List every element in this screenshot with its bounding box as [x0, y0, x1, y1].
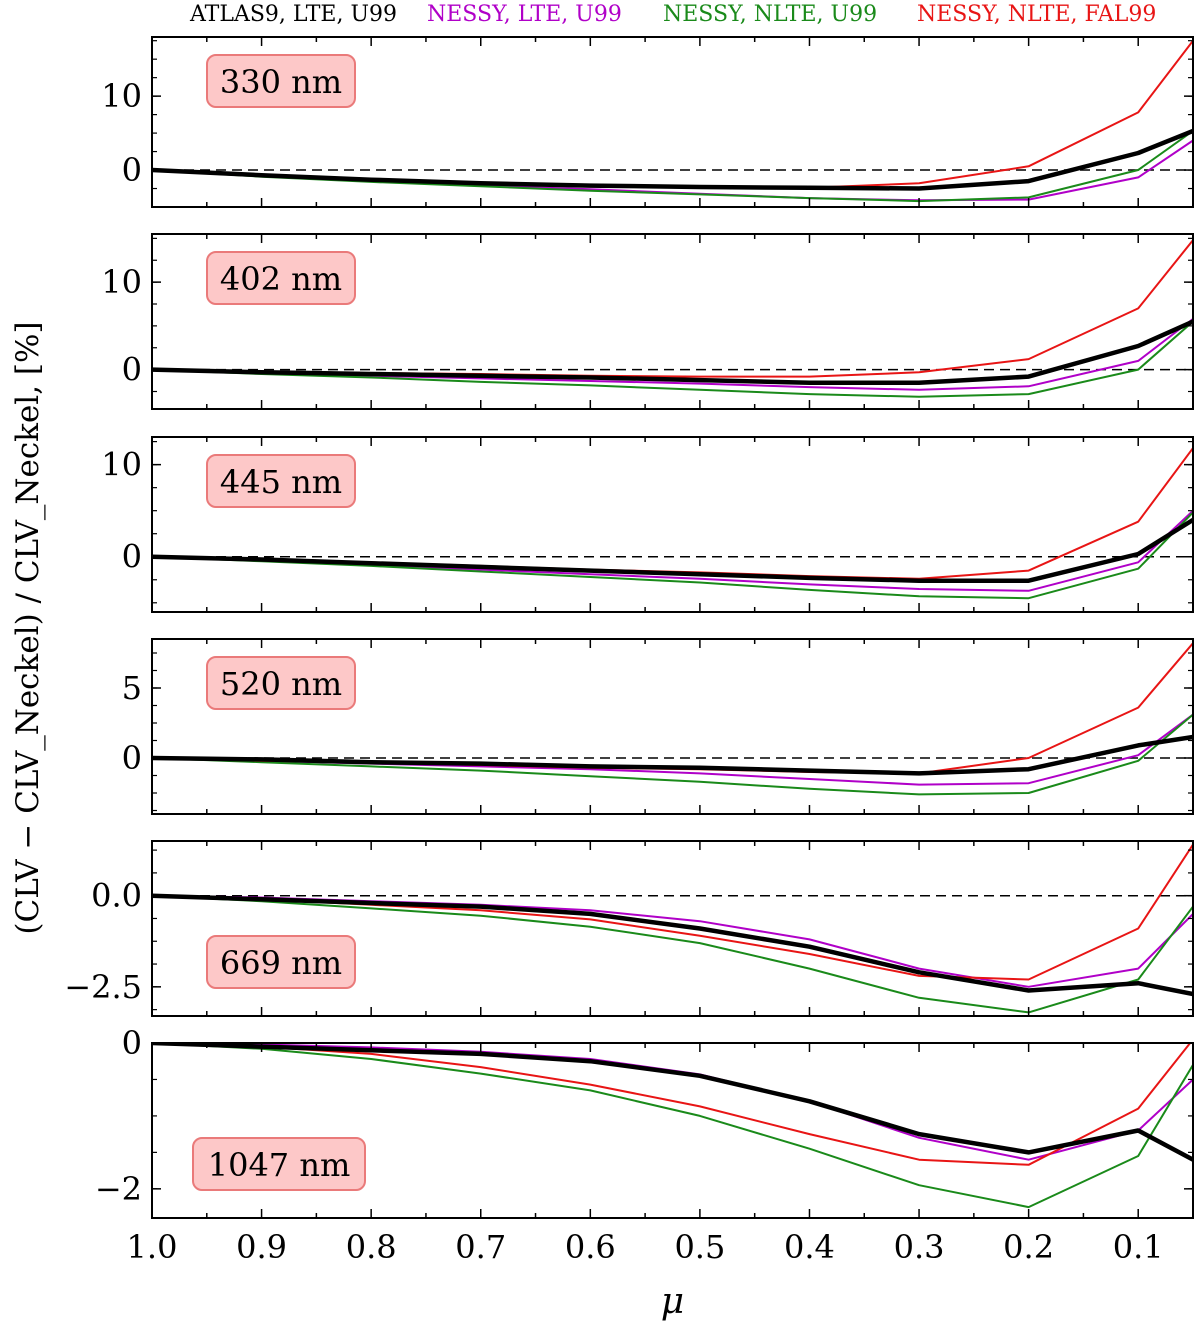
y-tick-label-panel-5: 0: [122, 1024, 142, 1062]
y-tick-label-panel-3: 0: [122, 739, 142, 777]
x-tick-label: 0.5: [674, 1228, 725, 1266]
panel-frame-4: [151, 840, 1194, 1017]
wavelength-label-panel-1: 402 nm: [220, 260, 342, 298]
x-tick-label: 0.7: [455, 1228, 506, 1266]
series-line-nessy-nlte-u99-panel-1: [152, 320, 1193, 398]
series-line-nessy-nlte-u99-panel-3: [152, 713, 1193, 796]
x-tick-label: 0.3: [894, 1228, 945, 1266]
series-line-atlas9-lte-u99-panel-0: [152, 128, 1193, 191]
x-tick-label: 1.0: [127, 1228, 178, 1266]
x-tick-label: 0.9: [236, 1228, 287, 1266]
y-tick-label-panel-0: 0: [122, 151, 142, 189]
wavelength-label-panel-4: 669 nm: [220, 944, 342, 982]
series-line-atlas9-lte-u99-panel-1: [152, 319, 1193, 386]
x-tick-label: 0.8: [346, 1228, 397, 1266]
y-tick-label-panel-5: −2: [95, 1170, 142, 1208]
series-line-atlas9-lte-u99-panel-5: [152, 1043, 1193, 1162]
y-tick-label-panel-2: 0: [122, 538, 142, 576]
wavelength-label-panel-2: 445 nm: [220, 463, 342, 501]
series-line-atlas9-lte-u99-panel-2: [152, 517, 1193, 583]
y-tick-label-panel-1: 0: [122, 351, 142, 389]
series-line-nessy-nlte-u99-panel-5: [152, 1043, 1193, 1209]
series-line-nessy-nlte-u99-panel-4: [152, 894, 1193, 1014]
x-tick-label: 0.4: [784, 1228, 835, 1266]
legend-entry-nessy-nlte-u99: NESSY, NLTE, U99: [663, 2, 878, 27]
wavelength-label-box-panel-2: [206, 454, 356, 508]
wavelength-label-panel-3: 520 nm: [220, 665, 342, 703]
y-tick-label-panel-0: 10: [101, 77, 142, 115]
y-tick-label-panel-4: −2.5: [64, 968, 142, 1006]
wavelength-label-box-panel-4: [206, 935, 356, 989]
x-tick-label: 0.2: [1003, 1228, 1054, 1266]
legend-entry-atlas9-lte-u99: ATLAS9, LTE, U99: [190, 2, 397, 27]
panel-frame-0: [151, 36, 1194, 208]
x-tick-label: 0.6: [565, 1228, 616, 1266]
y-tick-label-panel-1: 10: [101, 263, 142, 301]
wavelength-label-panel-5: 1047 nm: [208, 1146, 351, 1184]
y-tick-label-panel-4: 0.0: [91, 877, 142, 915]
series-line-atlas9-lte-u99-panel-4: [152, 893, 1193, 997]
panel-frame-3: [151, 638, 1194, 815]
series-line-nessy-nlte-u99-panel-0: [152, 130, 1193, 203]
wavelength-label-panel-0: 330 nm: [220, 63, 342, 101]
x-axis-label: μ: [661, 1281, 684, 1322]
panel-frame-2: [151, 436, 1194, 613]
x-tick-label: 0.1: [1113, 1228, 1164, 1266]
wavelength-label-box-panel-0: [206, 54, 356, 108]
y-tick-label-panel-3: 5: [122, 669, 142, 707]
wavelength-label-box-panel-3: [206, 656, 356, 710]
legend-entry-nessy-nlte-fal99: NESSY, NLTE, FAL99: [917, 2, 1157, 27]
series-line-nessy-lte-u99-panel-3: [152, 713, 1193, 786]
chart-legend: ATLAS9, LTE, U99 NESSY, LTE, U99 NESSY, …: [0, 2, 1200, 38]
series-line-nessy-nlte-u99-panel-2: [152, 511, 1193, 600]
legend-entry-nessy-lte-u99: NESSY, LTE, U99: [427, 2, 622, 27]
y-axis-label: (CLV − CLV_Neckel) / CLV_Neckel, [%]: [10, 321, 46, 934]
y-tick-label-panel-2: 10: [101, 446, 142, 484]
wavelength-label-box-panel-5: [192, 1137, 366, 1191]
wavelength-label-box-panel-1: [206, 251, 356, 305]
panel-frame-5: [151, 1042, 1194, 1219]
series-line-atlas9-lte-u99-panel-3: [152, 734, 1193, 776]
panel-frame-1: [151, 233, 1194, 410]
